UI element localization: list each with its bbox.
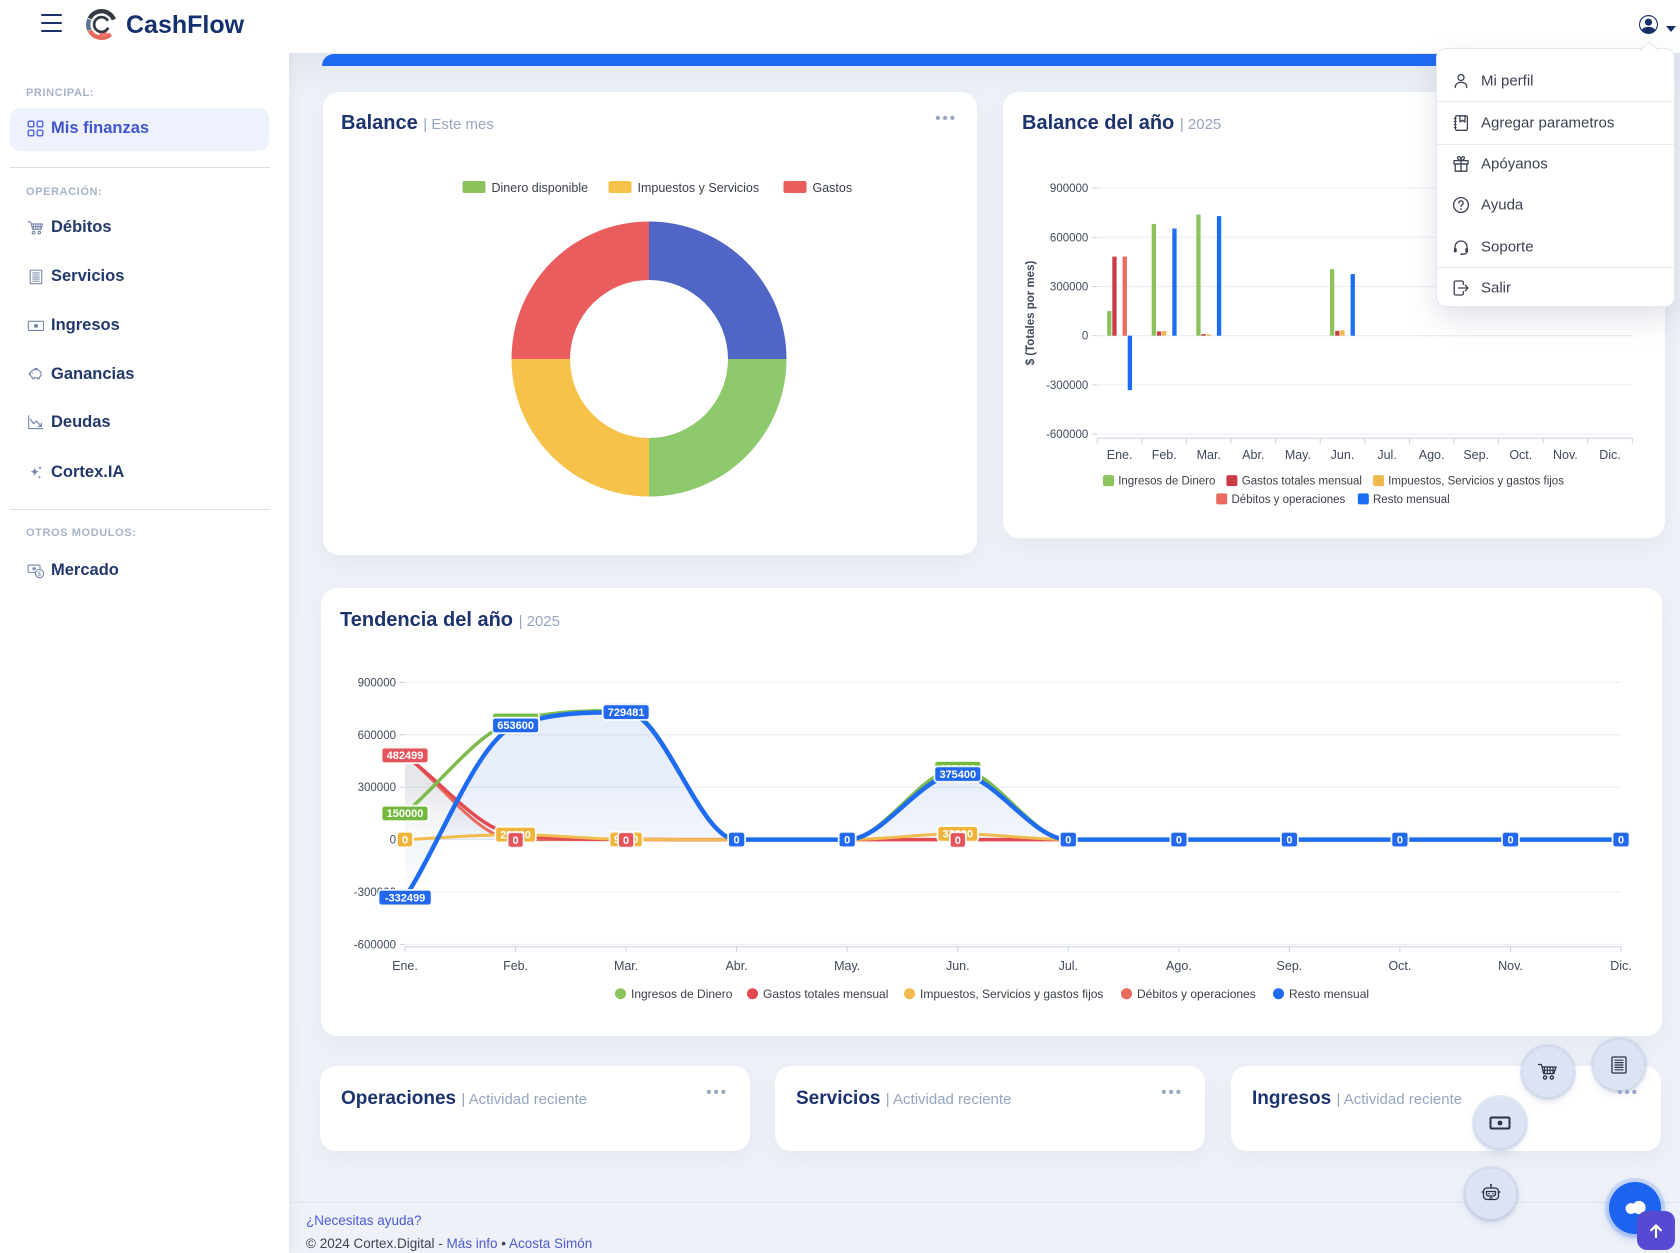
svg-text:375400: 375400 [939, 769, 976, 781]
svg-text:Sep.: Sep. [1277, 959, 1303, 973]
svg-text:0: 0 [1176, 834, 1182, 846]
svg-text:0: 0 [1618, 834, 1624, 846]
svg-text:Débitos y operaciones: Débitos y operaciones [1232, 494, 1346, 506]
svg-text:Oct.: Oct. [1509, 448, 1532, 462]
svg-text:Gastos: Gastos [813, 181, 853, 195]
svg-text:0: 0 [623, 835, 629, 847]
svg-text:May.: May. [1285, 448, 1311, 462]
svg-text:0: 0 [1065, 834, 1071, 846]
svg-text:$: $ [38, 571, 42, 578]
svg-text:0: 0 [1397, 834, 1403, 846]
svg-text:0: 0 [734, 834, 740, 846]
svg-text:Débitos y operaciones: Débitos y operaciones [1137, 987, 1256, 1001]
svg-text:-300000: -300000 [1046, 380, 1088, 392]
svg-text:Ago.: Ago. [1166, 959, 1192, 973]
svg-text:Ingresos de Dinero: Ingresos de Dinero [631, 987, 733, 1001]
svg-text:-332499: -332499 [385, 893, 425, 905]
svg-text:Dic.: Dic. [1599, 448, 1621, 462]
svg-text:Oct.: Oct. [1388, 959, 1411, 973]
svg-text:600000: 600000 [358, 730, 396, 742]
svg-text:Jun.: Jun. [946, 959, 970, 973]
svg-text:Impuestos, Servicios y gastos: Impuestos, Servicios y gastos fijos [920, 987, 1103, 1001]
svg-text:-600000: -600000 [1046, 429, 1088, 441]
svg-text:Sep.: Sep. [1463, 448, 1489, 462]
svg-text:0: 0 [402, 834, 408, 846]
svg-text:0: 0 [955, 835, 961, 847]
svg-text:600000: 600000 [1050, 232, 1088, 244]
svg-text:Mar.: Mar. [1197, 448, 1221, 462]
svg-text:Nov.: Nov. [1498, 959, 1523, 973]
svg-text:Feb.: Feb. [503, 959, 528, 973]
svg-text:900000: 900000 [1050, 183, 1088, 195]
svg-text:Abr.: Abr. [725, 959, 747, 973]
svg-text:Impuestos, Servicios y gastos: Impuestos, Servicios y gastos fijos [1388, 476, 1564, 488]
svg-text:Ene.: Ene. [1107, 448, 1133, 462]
svg-text:-600000: -600000 [354, 939, 396, 951]
svg-text:Ago.: Ago. [1419, 448, 1445, 462]
svg-text:0: 0 [1082, 331, 1088, 343]
svg-text:Feb.: Feb. [1152, 448, 1177, 462]
svg-text:Dic.: Dic. [1610, 959, 1632, 973]
svg-text:482499: 482499 [387, 750, 424, 762]
svg-text:Jul.: Jul. [1377, 448, 1396, 462]
svg-text:Jul.: Jul. [1059, 959, 1078, 973]
svg-text:Gastos totales mensual: Gastos totales mensual [1242, 476, 1362, 488]
svg-text:Jun.: Jun. [1331, 448, 1355, 462]
svg-text:Impuestos y Servicios: Impuestos y Servicios [638, 181, 760, 195]
svg-text:0: 0 [390, 835, 396, 847]
svg-text:Dinero disponible: Dinero disponible [492, 181, 589, 195]
svg-text:Ene.: Ene. [392, 959, 418, 973]
svg-text:0: 0 [513, 835, 519, 847]
svg-text:729481: 729481 [608, 707, 645, 719]
svg-text:May.: May. [834, 959, 860, 973]
svg-text:Gastos totales mensual: Gastos totales mensual [763, 987, 888, 1001]
svg-text:300000: 300000 [1050, 282, 1088, 294]
svg-text:900000: 900000 [358, 677, 396, 689]
svg-text:Nov.: Nov. [1553, 448, 1578, 462]
svg-text:Resto mensual: Resto mensual [1373, 494, 1450, 506]
svg-text:0: 0 [1286, 834, 1292, 846]
svg-text:150000: 150000 [387, 808, 424, 820]
svg-text:653600: 653600 [497, 720, 534, 732]
svg-text:Ingresos de Dinero: Ingresos de Dinero [1118, 476, 1215, 488]
svg-text:Resto mensual: Resto mensual [1289, 987, 1369, 1001]
svg-text:Abr.: Abr. [1242, 448, 1264, 462]
svg-text:Mar.: Mar. [614, 959, 638, 973]
svg-text:0: 0 [844, 834, 850, 846]
svg-text:$ (Totales por mes): $ (Totales por mes) [1025, 261, 1037, 366]
svg-text:0: 0 [1507, 834, 1513, 846]
svg-text:300000: 300000 [358, 782, 396, 794]
